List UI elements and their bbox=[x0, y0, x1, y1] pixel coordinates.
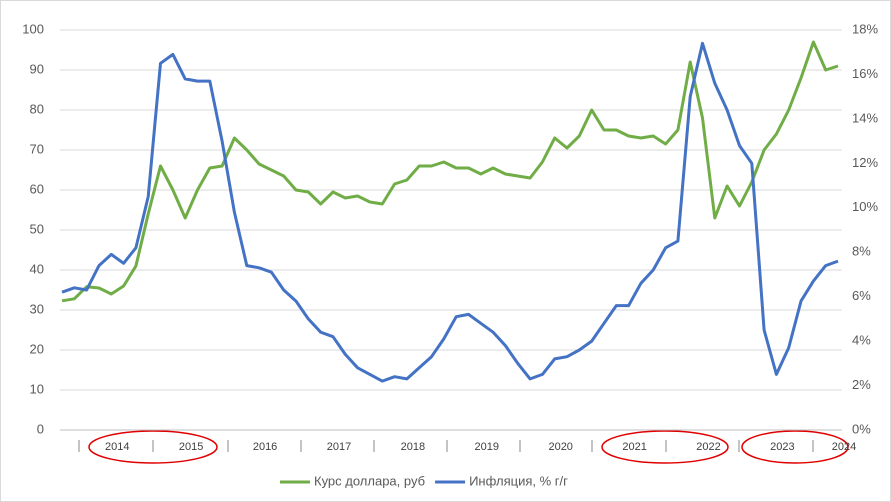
y-tick-label: 10 bbox=[30, 381, 44, 396]
y-tick-label: 40 bbox=[30, 261, 44, 276]
series-line bbox=[61, 41, 839, 383]
y-tick-label: 70 bbox=[30, 141, 44, 156]
x-tick-label: 2020 bbox=[548, 441, 572, 453]
legend-label: Курс доллара, руб bbox=[314, 473, 425, 488]
x-tick-label: 2021 bbox=[622, 441, 646, 453]
series-line bbox=[61, 40, 839, 303]
y-tick-label: 50 bbox=[30, 221, 44, 236]
y2-tick-label: 10% bbox=[852, 199, 878, 214]
y-tick-label: 20 bbox=[30, 341, 44, 356]
y-tick-label: 90 bbox=[30, 61, 44, 76]
x-tick-label: 2018 bbox=[401, 441, 425, 453]
y2-tick-label: 16% bbox=[852, 66, 878, 81]
y2-tick-label: 18% bbox=[852, 21, 878, 36]
x-tick-label: 2022 bbox=[696, 441, 720, 453]
y2-tick-label: 14% bbox=[852, 110, 878, 125]
y-tick-label: 30 bbox=[30, 301, 44, 316]
x-tick-label: 2017 bbox=[327, 441, 351, 453]
y-tick-label: 100 bbox=[22, 21, 44, 36]
y-tick-label: 60 bbox=[30, 181, 44, 196]
highlight-ellipses bbox=[88, 430, 849, 464]
legend-label: Инфляция, % г/г bbox=[469, 473, 568, 488]
y-tick-label: 0 bbox=[37, 421, 44, 436]
y2-tick-label: 6% bbox=[852, 288, 871, 303]
x-tick-label: 2015 bbox=[179, 441, 203, 453]
separators bbox=[78, 440, 814, 452]
y2-tick-label: 8% bbox=[852, 244, 871, 259]
y-tick-label: 80 bbox=[30, 101, 44, 116]
y2-tick-label: 4% bbox=[852, 333, 871, 348]
x-tick-label: 2019 bbox=[475, 441, 499, 453]
x-tick-label: 2016 bbox=[253, 441, 277, 453]
y2-tick-label: 0% bbox=[852, 421, 871, 436]
x-tick-label: 2023 bbox=[770, 441, 794, 453]
y2-tick-label: 12% bbox=[852, 155, 878, 170]
x-tick-label: 2014 bbox=[105, 441, 129, 453]
y2-tick-label: 2% bbox=[852, 377, 871, 392]
x-tick-label: 2024 bbox=[832, 441, 856, 453]
